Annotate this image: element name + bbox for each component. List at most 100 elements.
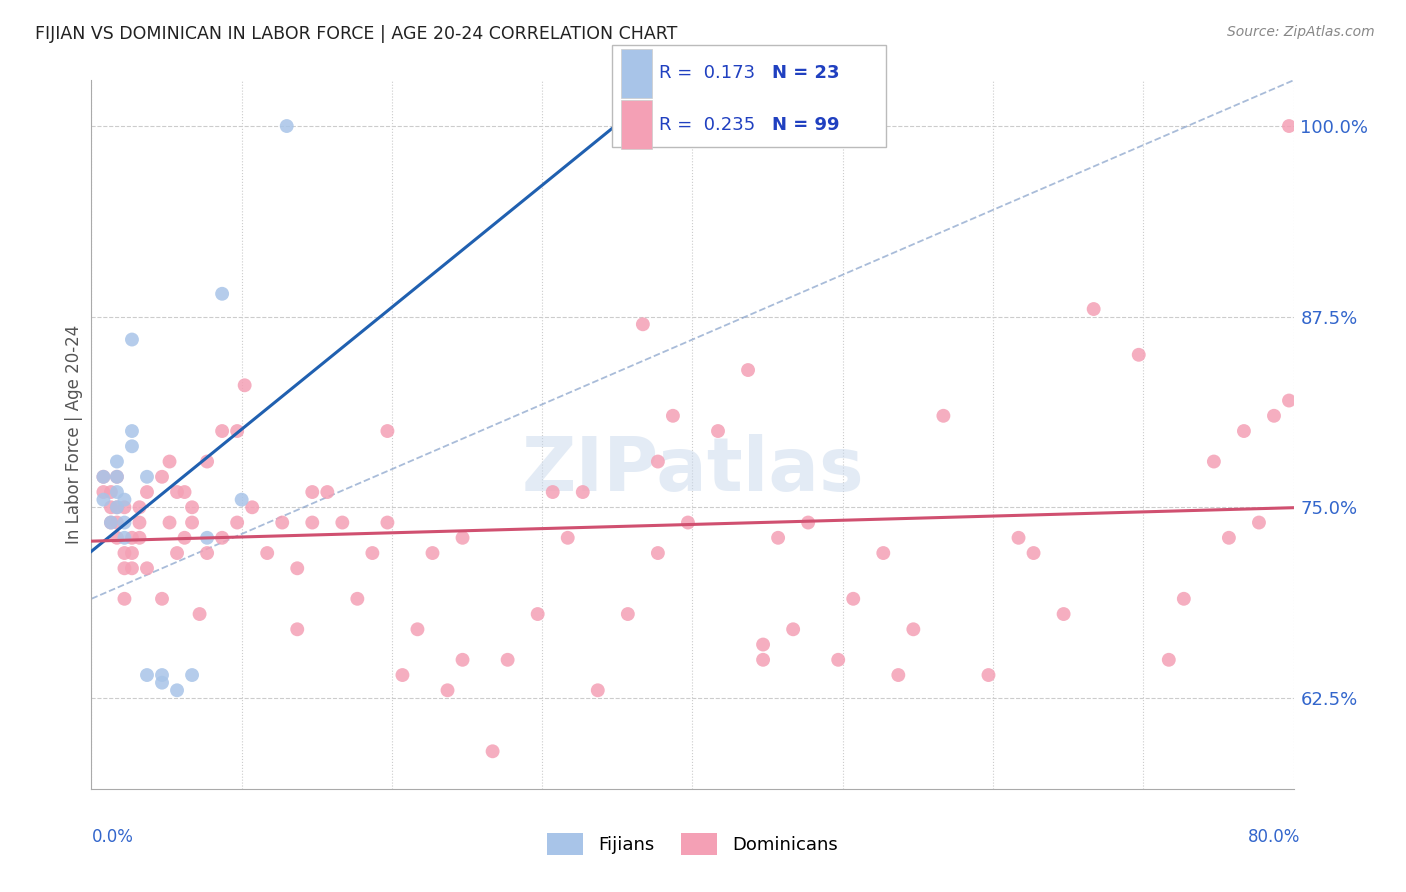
Point xyxy=(377,424,399,438)
Point xyxy=(100,485,122,500)
Point xyxy=(188,607,211,621)
Point xyxy=(105,454,128,468)
Point xyxy=(181,500,204,515)
Point xyxy=(181,516,204,530)
Point xyxy=(887,668,910,682)
Point xyxy=(1218,531,1240,545)
Point xyxy=(676,516,699,530)
Point xyxy=(173,531,195,545)
Point xyxy=(114,500,136,515)
Y-axis label: In Labor Force | Age 20-24: In Labor Force | Age 20-24 xyxy=(65,326,83,544)
Point xyxy=(150,675,173,690)
Point xyxy=(100,516,122,530)
Point xyxy=(1007,531,1029,545)
Point xyxy=(707,424,730,438)
Point xyxy=(93,485,115,500)
Point xyxy=(150,668,173,682)
Point xyxy=(114,516,136,530)
Point xyxy=(285,561,308,575)
Point xyxy=(93,470,115,484)
Point xyxy=(1263,409,1285,423)
Point xyxy=(100,500,122,515)
Point xyxy=(1173,591,1195,606)
Point xyxy=(233,378,256,392)
Point xyxy=(121,531,143,545)
Point xyxy=(1202,454,1225,468)
Text: R =  0.173: R = 0.173 xyxy=(659,64,755,82)
Point xyxy=(330,516,353,530)
Point xyxy=(301,516,323,530)
Point xyxy=(105,500,128,515)
Text: ZIPatlas: ZIPatlas xyxy=(522,434,863,507)
Point xyxy=(128,531,150,545)
Point xyxy=(166,683,188,698)
Point xyxy=(301,485,323,500)
Point xyxy=(377,516,399,530)
Point xyxy=(105,531,128,545)
Legend: Fijians, Dominicans: Fijians, Dominicans xyxy=(540,825,845,862)
Point xyxy=(496,653,519,667)
Point xyxy=(827,653,849,667)
Text: N = 23: N = 23 xyxy=(772,64,839,82)
Point xyxy=(211,531,233,545)
Point xyxy=(150,470,173,484)
Point xyxy=(662,409,685,423)
Point xyxy=(211,286,233,301)
Point xyxy=(114,546,136,560)
Point xyxy=(285,622,308,636)
Point xyxy=(1052,607,1074,621)
Point xyxy=(136,668,159,682)
Point xyxy=(195,454,218,468)
Point xyxy=(121,333,143,347)
Point xyxy=(226,516,249,530)
Point xyxy=(903,622,925,636)
Point xyxy=(1233,424,1256,438)
Point xyxy=(195,546,218,560)
Point xyxy=(114,591,136,606)
Point xyxy=(1278,119,1301,133)
Point xyxy=(105,500,128,515)
Point xyxy=(842,591,865,606)
Text: 80.0%: 80.0% xyxy=(1249,828,1301,846)
Point xyxy=(977,668,1000,682)
Point xyxy=(166,546,188,560)
Point xyxy=(195,531,218,545)
Point xyxy=(481,744,503,758)
Text: N = 99: N = 99 xyxy=(772,116,839,134)
Point xyxy=(766,531,789,545)
Point xyxy=(136,485,159,500)
Point xyxy=(211,424,233,438)
Point xyxy=(114,531,136,545)
Point xyxy=(226,424,249,438)
Point xyxy=(451,531,474,545)
Text: Source: ZipAtlas.com: Source: ZipAtlas.com xyxy=(1227,25,1375,39)
Point xyxy=(121,546,143,560)
Point xyxy=(105,470,128,484)
Point xyxy=(128,516,150,530)
Point xyxy=(1157,653,1180,667)
Point xyxy=(422,546,444,560)
Point xyxy=(1083,301,1105,316)
Point xyxy=(231,492,253,507)
Text: 0.0%: 0.0% xyxy=(91,828,134,846)
Point xyxy=(93,470,115,484)
Point xyxy=(181,668,204,682)
Point xyxy=(114,561,136,575)
Point xyxy=(114,492,136,507)
Point xyxy=(782,622,804,636)
Point xyxy=(316,485,339,500)
Point xyxy=(451,653,474,667)
Point xyxy=(159,516,181,530)
Point xyxy=(541,485,564,500)
Point xyxy=(617,607,640,621)
Point xyxy=(436,683,458,698)
Point xyxy=(128,500,150,515)
Point xyxy=(105,485,128,500)
Point xyxy=(105,516,128,530)
Point xyxy=(159,454,181,468)
Point xyxy=(150,591,173,606)
Point xyxy=(346,591,368,606)
Point xyxy=(1022,546,1045,560)
Point xyxy=(557,531,579,545)
Point xyxy=(586,683,609,698)
